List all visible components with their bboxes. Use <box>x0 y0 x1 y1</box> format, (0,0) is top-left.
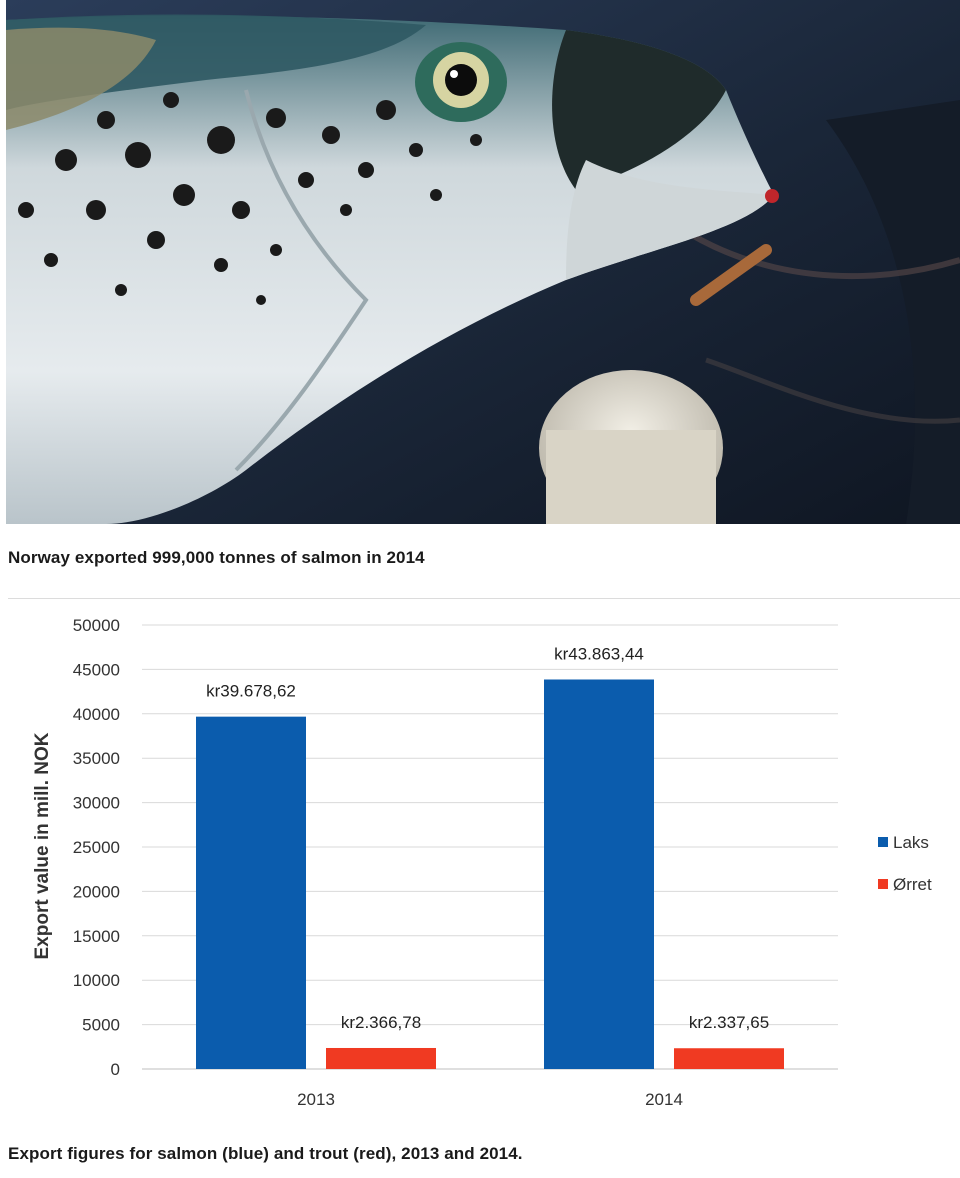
y-tick-label: 10000 <box>73 971 120 990</box>
legend: Laks Ørret <box>878 833 932 894</box>
y-tick-label: 35000 <box>73 749 120 768</box>
y-tick-label: 50000 <box>73 616 120 635</box>
y-tick-label: 20000 <box>73 882 120 901</box>
bar-Ørret-2014 <box>674 1048 784 1069</box>
bar-Laks-2014 <box>544 679 654 1069</box>
bar-chart: 0 5000 10000 15000 20000 25000 30000 35000 40000… <box>32 616 932 1109</box>
bars <box>196 679 784 1069</box>
x-tick-label: 2014 <box>645 1090 683 1109</box>
x-axis-ticks: 2013 2014 <box>297 1090 683 1109</box>
x-tick-label: 2013 <box>297 1090 335 1109</box>
bar-Laks-2013 <box>196 716 306 1069</box>
y-tick-label: 0 <box>111 1060 120 1079</box>
y-tick-label: 5000 <box>82 1016 120 1035</box>
bar-Ørret-2013 <box>326 1047 436 1069</box>
legend-label: Ørret <box>893 875 932 894</box>
y-axis-label: Export value in mill. NOK <box>32 732 53 959</box>
legend-label: Laks <box>893 833 929 852</box>
y-tick-label: 15000 <box>73 927 120 946</box>
chart-caption: Export figures for salmon (blue) and tro… <box>8 1144 523 1163</box>
y-tick-label: 30000 <box>73 794 120 813</box>
salmon-photo <box>6 0 960 524</box>
divider <box>8 598 960 599</box>
data-label: kr2.366,78 <box>341 1013 421 1032</box>
data-labels: kr39.678,62 kr2.366,78 kr43.863,44 kr2.337,… <box>206 644 769 1032</box>
y-tick-label: 40000 <box>73 705 120 724</box>
y-tick-label: 25000 <box>73 838 120 857</box>
y-axis-ticks: 0 5000 10000 15000 20000 25000 30000 35000 40000… <box>73 616 120 1079</box>
data-label: kr39.678,62 <box>206 682 296 701</box>
data-label: kr43.863,44 <box>554 644 644 663</box>
y-tick-label: 45000 <box>73 660 120 679</box>
photo-caption: Norway exported 999,000 tonnes of salmon… <box>8 548 425 567</box>
legend-swatch <box>878 879 888 889</box>
legend-swatch <box>878 837 888 847</box>
data-label: kr2.337,65 <box>689 1013 769 1032</box>
